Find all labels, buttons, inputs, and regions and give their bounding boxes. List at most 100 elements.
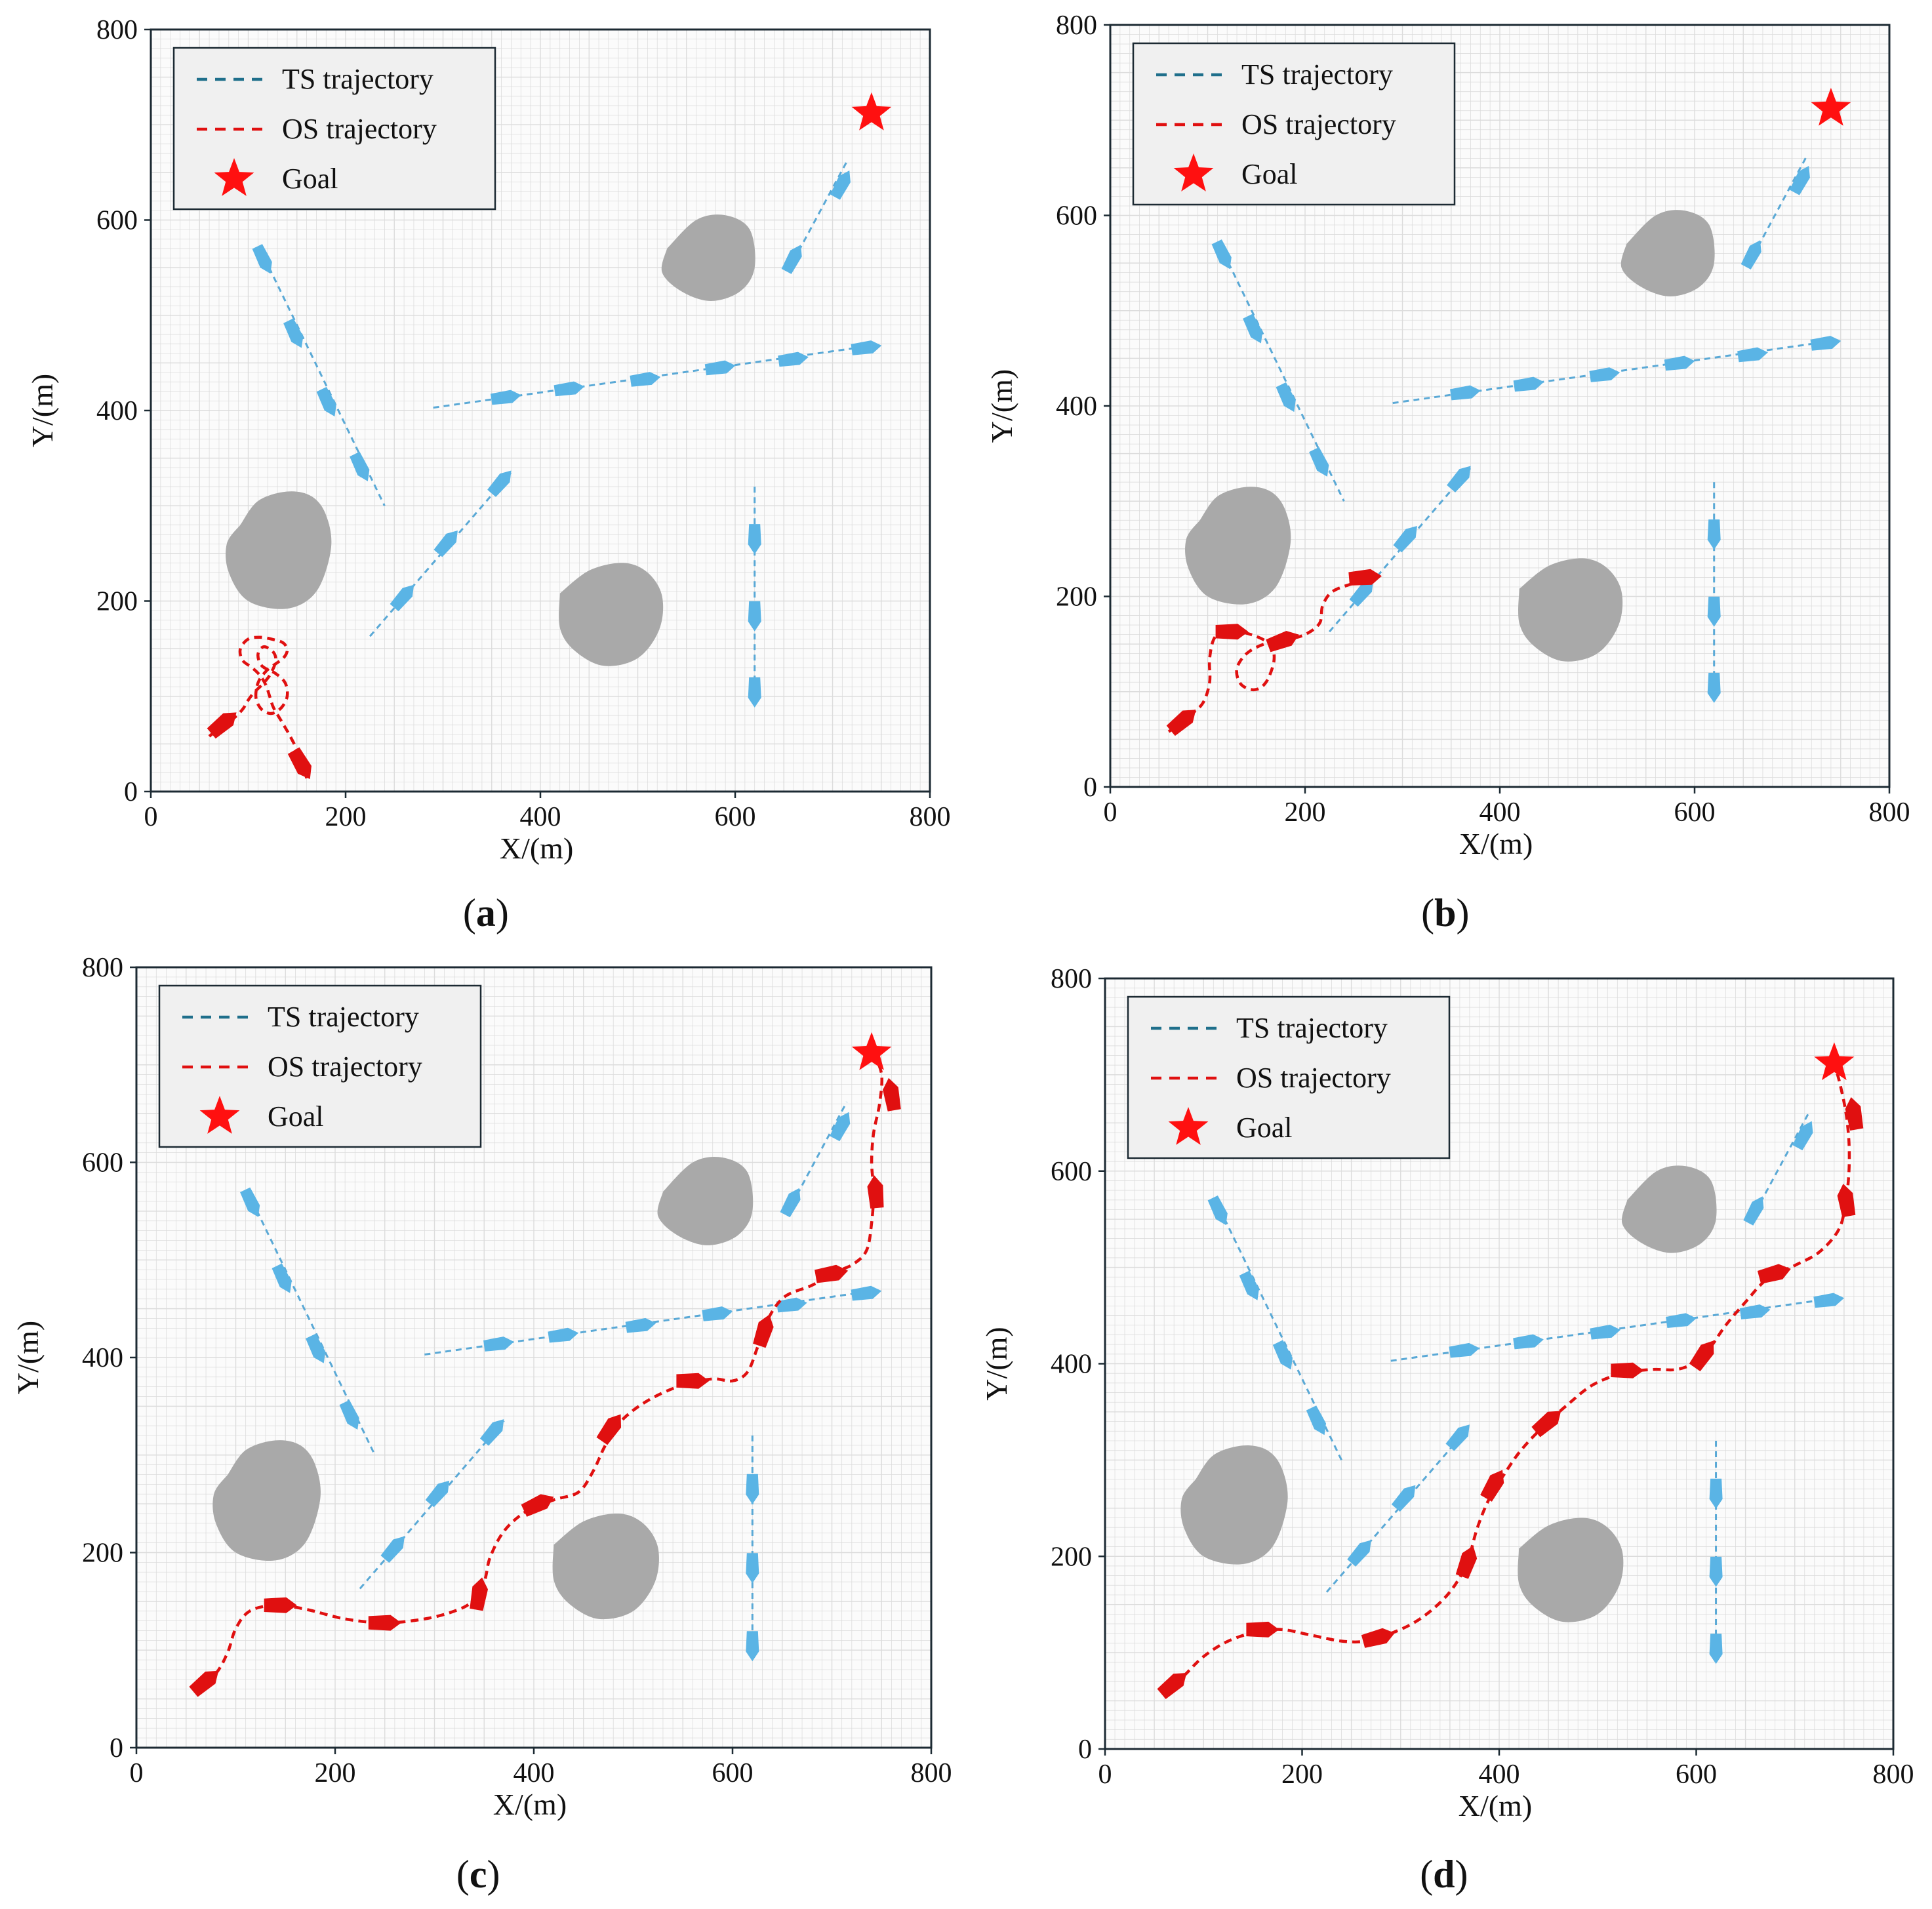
panel-label-open: ( xyxy=(1420,1853,1433,1896)
panel-label: (c) xyxy=(456,1853,500,1896)
legend-star-icon xyxy=(199,1096,240,1134)
legend-star-icon xyxy=(214,158,254,196)
legend-ts-label: TS trajectory xyxy=(1241,58,1393,90)
obstacle-2 xyxy=(1518,558,1623,662)
ts-ship-5-2 xyxy=(1707,596,1721,627)
ts-ship-4-1 xyxy=(1741,240,1761,270)
y-tick-label: 200 xyxy=(1051,1542,1092,1572)
x-tick-label: 800 xyxy=(911,1758,952,1788)
ts-ship-2-5 xyxy=(1739,1304,1771,1319)
ts-ship-4-2 xyxy=(1789,166,1810,195)
y-axis-label: Y/(m) xyxy=(985,369,1018,443)
panel-a: 0 200 400 600 800 0 200 400 600 800 X/(m) Y/(m) TS t… xyxy=(26,15,951,934)
x-tick-label: 200 xyxy=(325,802,367,832)
ts-ship-1-4 xyxy=(350,451,370,481)
x-tick-label: 800 xyxy=(910,802,951,832)
ts-ship-1-4 xyxy=(1306,1405,1327,1436)
os-ship-6 xyxy=(1531,1411,1561,1437)
ts-ship-3-2 xyxy=(425,1480,450,1508)
os-ship-2 xyxy=(1246,1621,1279,1638)
obstacle-3 xyxy=(657,1156,754,1245)
y-tick-label: 200 xyxy=(96,587,138,617)
ts-ship-5-1 xyxy=(1707,519,1721,550)
obstacle-1 xyxy=(1185,487,1291,605)
ts-ship-1-1 xyxy=(240,1187,260,1217)
os-ship-11 xyxy=(1845,1096,1864,1131)
x-tick-label: 400 xyxy=(1479,797,1521,828)
panel-label-open: ( xyxy=(1421,891,1434,934)
os-ship-5 xyxy=(1480,1470,1504,1502)
ts-ship-2-4 xyxy=(702,1306,733,1321)
os-ship-9 xyxy=(815,1264,849,1283)
panel-label-close: ) xyxy=(487,1853,500,1896)
os-ship-6 xyxy=(596,1414,622,1445)
os-trajectory xyxy=(1167,574,1376,733)
ts-trajectory-1 xyxy=(258,248,386,506)
ts-ship-2-3 xyxy=(1589,367,1620,382)
obstacle-3 xyxy=(1621,1165,1717,1253)
os-ship-3 xyxy=(1266,631,1299,653)
ts-ship-2-1 xyxy=(483,1336,514,1352)
goal-star-icon xyxy=(851,1032,892,1070)
x-tick-label: 0 xyxy=(1104,797,1117,828)
ts-ship-1-3 xyxy=(1272,1340,1293,1370)
obstacle-1 xyxy=(226,491,332,609)
os-ship-7 xyxy=(1611,1362,1644,1378)
panel-label-letter: d xyxy=(1433,1853,1455,1896)
y-axis-label: Y/(m) xyxy=(26,374,59,447)
ts-ship-2-6 xyxy=(851,340,882,355)
ts-ship-4-2 xyxy=(1792,1121,1813,1151)
panel-b: 0 200 400 600 800 0 200 400 600 800 X/(m) Y/(m) TS t… xyxy=(985,10,1910,934)
os-ship-10 xyxy=(1837,1184,1856,1218)
os-ship-10 xyxy=(867,1175,884,1209)
ts-ship-1-4 xyxy=(339,1399,359,1430)
obstacle-2 xyxy=(1518,1517,1624,1622)
ts-ship-2-6 xyxy=(851,1285,882,1301)
y-tick-label: 0 xyxy=(1083,773,1097,803)
os-ship-5 xyxy=(521,1494,554,1517)
os-ship-3 xyxy=(1361,1628,1395,1648)
panel-label-close: ) xyxy=(1455,1853,1468,1896)
legend-os-label: OS trajectory xyxy=(282,113,437,145)
y-tick-label: 600 xyxy=(82,1148,123,1178)
os-ship-4 xyxy=(1348,569,1382,586)
legend: TS trajectory OS trajectory Goal xyxy=(172,47,496,211)
x-tick-label: 0 xyxy=(144,802,158,832)
ts-ship-2-2 xyxy=(553,381,585,397)
legend-goal-label: Goal xyxy=(282,163,338,195)
x-tick-label: 200 xyxy=(315,1758,356,1788)
ts-ship-4-2 xyxy=(830,1112,851,1142)
ts-ship-1-2 xyxy=(283,318,304,348)
ts-ship-3-3 xyxy=(1445,1424,1470,1451)
y-axis-label: Y/(m) xyxy=(11,1321,45,1394)
ts-ship-3-1 xyxy=(380,1536,405,1563)
ts-ship-3-1 xyxy=(390,584,414,612)
ts-ship-5-2 xyxy=(746,1553,759,1584)
x-tick-label: 600 xyxy=(1676,1759,1717,1790)
os-ship-2 xyxy=(287,747,312,779)
os-ship-9 xyxy=(1757,1264,1791,1284)
panel-label-letter: b xyxy=(1434,891,1456,934)
ts-ship-3-1 xyxy=(1349,580,1374,607)
legend-goal-label: Goal xyxy=(1236,1112,1293,1144)
ts-ship-2-1 xyxy=(1449,1342,1480,1358)
y-tick-label: 600 xyxy=(1056,201,1097,231)
os-ship-1 xyxy=(207,712,237,739)
y-tick-label: 200 xyxy=(1056,582,1097,613)
x-tick-label: 800 xyxy=(1869,797,1910,828)
os-ship-7 xyxy=(676,1373,710,1389)
ts-ship-1-4 xyxy=(1309,447,1329,477)
panel-label-open: ( xyxy=(456,1853,470,1896)
ts-ship-2-3 xyxy=(1590,1324,1621,1340)
ts-ship-5-3 xyxy=(748,677,761,708)
obstacle-2 xyxy=(559,563,664,666)
y-tick-label: 0 xyxy=(110,1733,123,1763)
ts-ship-2-2 xyxy=(1513,1334,1544,1350)
os-ship-2 xyxy=(1215,624,1249,640)
goal-star-icon xyxy=(1814,1042,1855,1081)
y-tick-label: 0 xyxy=(1078,1735,1092,1765)
legend-os-label: OS trajectory xyxy=(1236,1062,1391,1094)
ts-ship-5-3 xyxy=(1707,672,1721,703)
ts-ship-5-3 xyxy=(1709,1634,1723,1664)
ts-ship-3-3 xyxy=(479,1419,504,1446)
